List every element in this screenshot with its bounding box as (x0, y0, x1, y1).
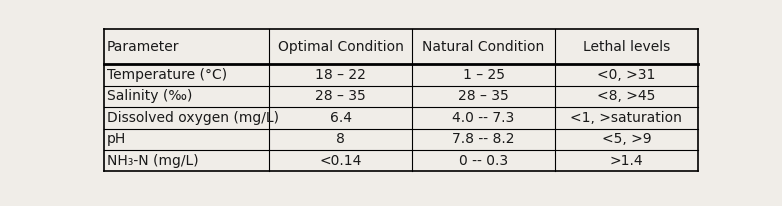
Text: <5, >9: <5, >9 (601, 132, 651, 146)
Text: 28 – 35: 28 – 35 (315, 89, 366, 103)
Text: 7.8 -- 8.2: 7.8 -- 8.2 (452, 132, 515, 146)
Text: 28 – 35: 28 – 35 (458, 89, 509, 103)
Text: 1 – 25: 1 – 25 (462, 68, 504, 82)
Text: NH₃-N (mg/L): NH₃-N (mg/L) (107, 154, 199, 168)
Text: Lethal levels: Lethal levels (583, 40, 670, 54)
Text: <0.14: <0.14 (320, 154, 362, 168)
Text: <1, >saturation: <1, >saturation (570, 111, 682, 125)
Text: Optimal Condition: Optimal Condition (278, 40, 404, 54)
Text: 0 -- 0.3: 0 -- 0.3 (459, 154, 508, 168)
Text: 6.4: 6.4 (330, 111, 352, 125)
Text: Temperature (°C): Temperature (°C) (107, 68, 227, 82)
Text: >1.4: >1.4 (609, 154, 643, 168)
Text: <0, >31: <0, >31 (597, 68, 655, 82)
Text: 18 – 22: 18 – 22 (315, 68, 366, 82)
Text: <8, >45: <8, >45 (597, 89, 655, 103)
Text: 8: 8 (336, 132, 345, 146)
Text: Natural Condition: Natural Condition (422, 40, 544, 54)
Text: pH: pH (107, 132, 126, 146)
Text: Parameter: Parameter (107, 40, 179, 54)
Text: 4.0 -- 7.3: 4.0 -- 7.3 (453, 111, 515, 125)
Text: Salinity (‰): Salinity (‰) (107, 89, 192, 103)
Text: Dissolved oxygen (mg/L): Dissolved oxygen (mg/L) (107, 111, 279, 125)
